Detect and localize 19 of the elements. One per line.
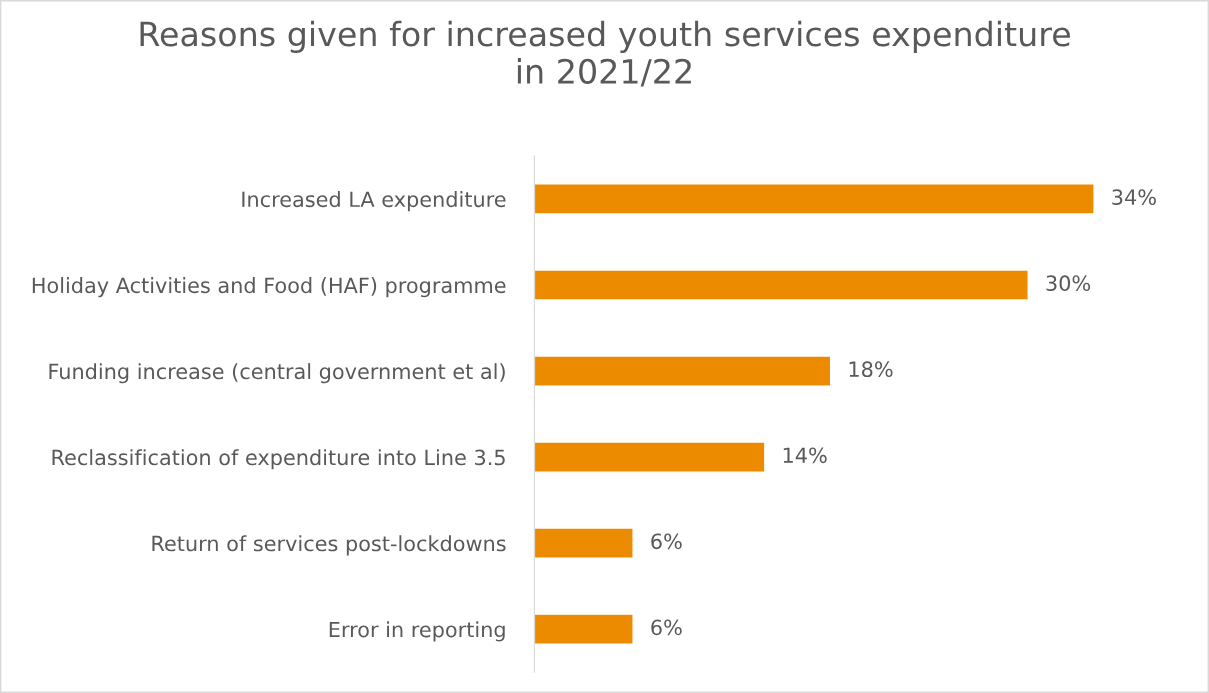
- bar: [534, 527, 634, 559]
- y-tick-label: Reclassification of expenditure into Line 3.5: [52, 449, 505, 470]
- data-label: 30%: [1046, 275, 1091, 292]
- chart-title: Reasons given for increased youth services expenditure in 2021/22: [140, 20, 1070, 87]
- y-tick-label: Return of services post-lockdowns: [152, 535, 506, 556]
- y-tick-label: Holiday Activities and Food (HAF) programme: [32, 277, 506, 298]
- bar: [534, 355, 832, 387]
- data-label: 18%: [849, 361, 893, 378]
- data-label: 6%: [651, 533, 682, 550]
- bar: [534, 269, 1029, 301]
- bar: [534, 441, 766, 473]
- bar: [534, 183, 1095, 215]
- y-tick-label: Funding increase (central government et al): [49, 363, 505, 384]
- data-label: 6%: [651, 619, 682, 636]
- y-tick-label: Increased LA expenditure: [242, 191, 506, 212]
- y-tick-label: Error in reporting: [329, 621, 505, 642]
- data-label: 14%: [783, 447, 827, 464]
- bar: [534, 613, 634, 645]
- data-label: 34%: [1112, 189, 1156, 205]
